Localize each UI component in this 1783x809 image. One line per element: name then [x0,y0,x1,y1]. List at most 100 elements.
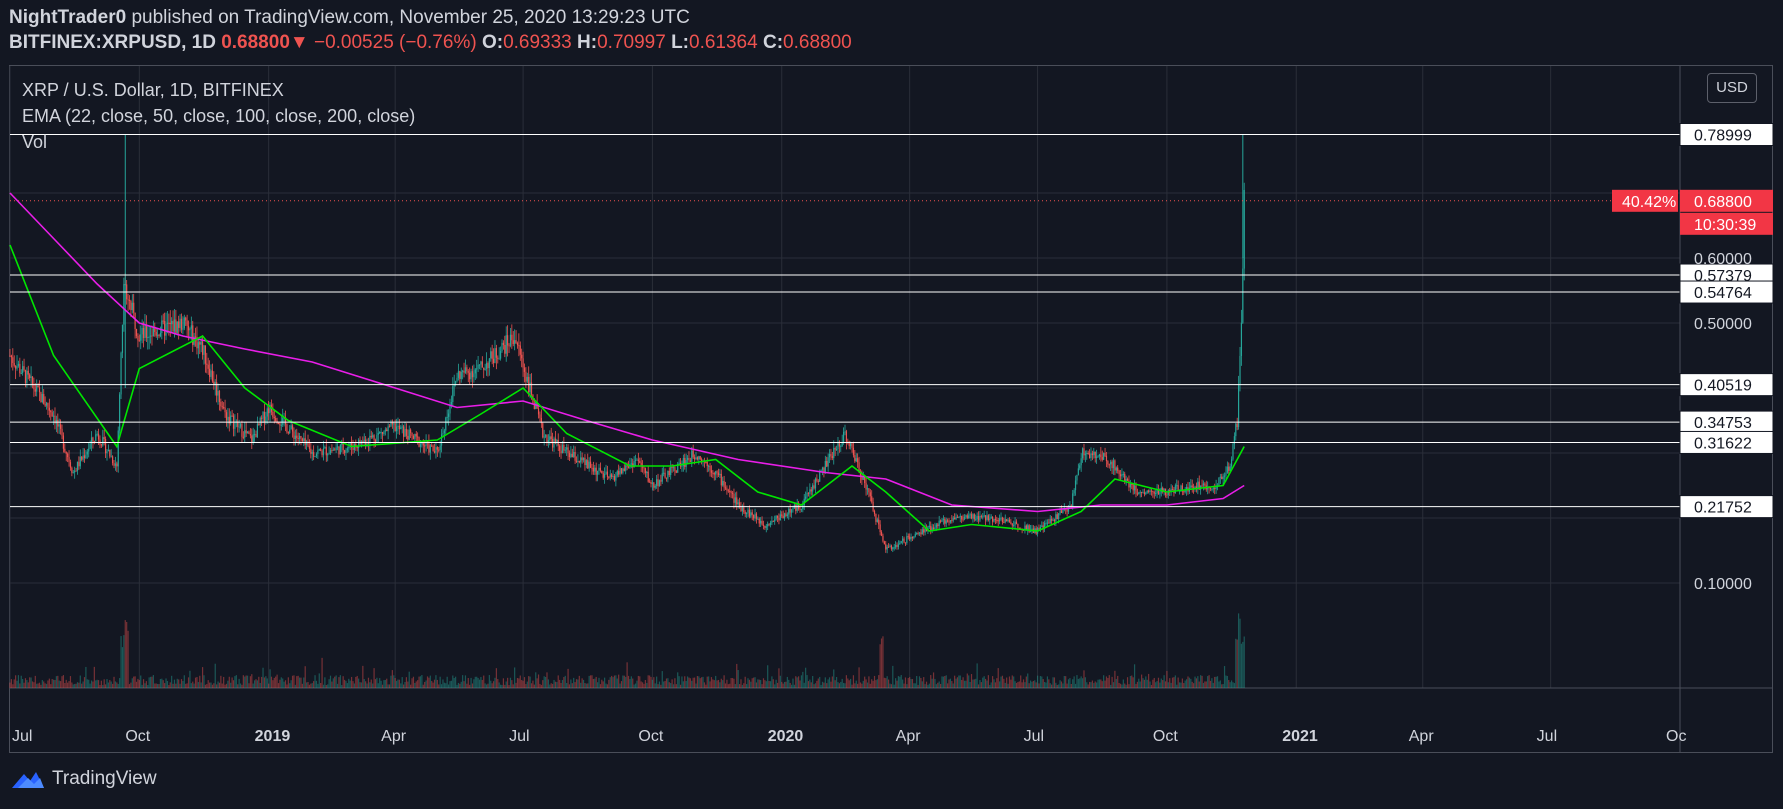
volume-bar [518,678,520,688]
volume-bar [738,684,741,688]
volume-bar [52,679,55,688]
candle-body [488,358,490,369]
volume-bar [798,676,800,688]
volume-bar [121,647,124,688]
volume-bar [20,675,22,688]
volume-bar [258,676,260,688]
candle-body [75,470,77,472]
candle-body [866,488,869,490]
volume-bar [1167,682,1169,688]
volume-bar [390,675,392,688]
candle-body [453,384,455,387]
volume-bar [1060,681,1063,688]
volume-bar [1066,683,1068,688]
volume-bar [23,682,25,688]
candle-body [464,367,467,373]
candle-body [499,351,502,359]
volume-bar [367,677,370,688]
candle-body [155,331,157,336]
candle-body [622,468,624,474]
volume-bar [1010,679,1012,688]
volume-bar [417,680,419,688]
candle-body [314,456,316,458]
volume-bar [397,679,399,688]
candle-body [245,430,247,434]
candle-body [1228,466,1230,471]
candle-body [658,480,661,487]
publisher-name[interactable]: NightTrader0 [9,7,127,28]
volume-bar [837,682,839,688]
volume-bar [224,684,226,688]
candle-body [896,544,898,547]
volume-bar [1007,683,1009,688]
candle-body [1177,485,1179,490]
volume-bar [1093,683,1095,688]
volume-bar [1195,678,1198,688]
volume-bar [1035,682,1037,688]
candle-body [336,446,339,448]
volume-bar [764,680,766,688]
level-label-3: 0.40519 [1694,378,1752,395]
volume-bar [799,680,801,688]
volume-bar [850,678,852,688]
volume-bar [144,683,146,688]
candle-body [1197,481,1199,489]
candle-body [238,426,240,428]
volume-bar [99,684,101,688]
volume-bar [225,683,228,688]
candle-body [819,472,821,482]
candle-body [1091,453,1094,456]
candle-body [171,320,173,325]
volume-bar [1235,638,1237,688]
volume-bar [492,681,495,688]
volume-bar [1048,679,1050,688]
candle-body [1195,486,1198,489]
footer-brand[interactable]: TradingView [10,768,157,790]
volume-bar [329,675,332,688]
volume-legend[interactable]: Vol [22,132,48,152]
volume-bar [213,683,215,688]
candle-body [556,439,558,443]
volume-bar [180,679,183,688]
volume-bar [328,679,330,688]
candle-body [343,450,346,453]
candle-body [300,436,302,439]
volume-bar [1028,683,1030,688]
candle-body [1155,493,1157,495]
candle-body [840,446,842,448]
volume-bar [556,682,558,688]
candle-body [892,547,894,550]
candle-body [899,542,901,545]
volume-bar [210,682,212,688]
candle-body [613,475,616,481]
low-label: L: [671,32,689,53]
volume-bar [360,682,363,688]
volume-bar [722,680,724,688]
candle-body [675,471,677,473]
volume-bar [587,683,589,688]
volume-bar [602,681,604,688]
candle-body [857,458,859,463]
volume-bar [282,678,284,688]
candle-body [954,517,956,520]
candle-body [561,444,564,454]
candle-body [142,327,145,339]
ema-legend[interactable]: EMA (22, close, 50, close, 100, close, 2… [22,106,416,126]
candle-body [297,437,299,439]
candle-body [1003,522,1005,524]
candle-body [1017,523,1019,528]
volume-bar [968,675,970,688]
volume-bar [275,676,277,688]
currency-button[interactable]: USD [1707,73,1757,103]
candle-body [1087,453,1089,455]
volume-bar [284,680,287,688]
volume-bar [899,676,901,688]
volume-bar [731,678,734,688]
volume-bar [857,683,859,688]
volume-bar [138,680,140,688]
volume-bar [1159,682,1161,688]
volume-bar [571,683,573,688]
volume-bar [1041,676,1043,688]
volume-bar [634,683,637,688]
